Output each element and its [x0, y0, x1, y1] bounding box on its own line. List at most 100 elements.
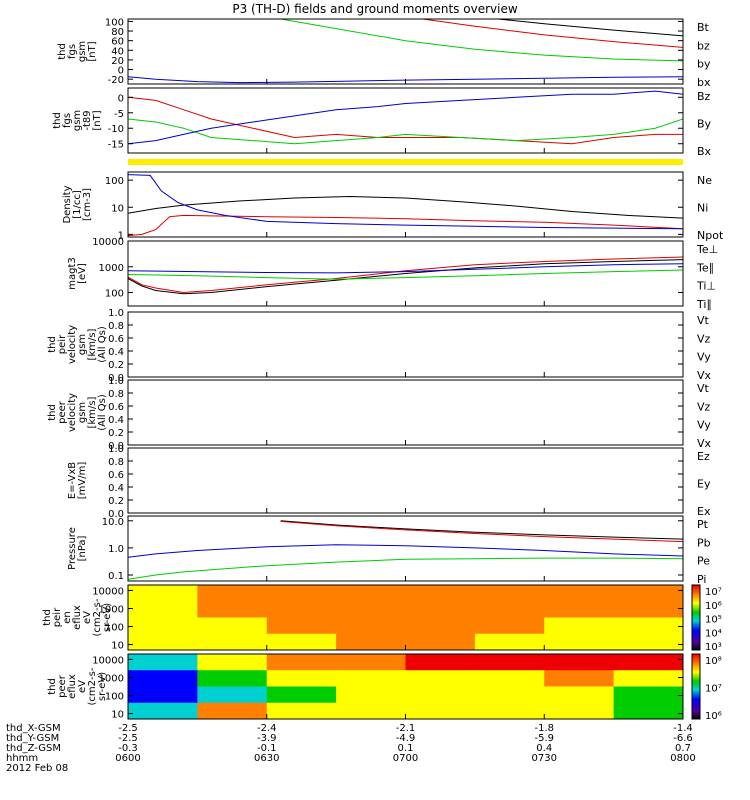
colorbar	[691, 584, 701, 651]
y-axis-label: thdfgsgsm[nT]	[57, 41, 98, 62]
spectrogram-cell	[544, 686, 615, 704]
y-axis-label-line: E=-VxB	[67, 462, 78, 499]
spectrogram-cell	[128, 686, 198, 704]
spectrogram-cell	[197, 601, 268, 618]
y-axis-label-line: peer	[57, 674, 68, 698]
y-axis-label-line: thd	[42, 609, 53, 626]
spectrogram-cell	[474, 601, 545, 618]
y-axis-label: thdpeerefluxeV(cm2-s-sr-eV)	[47, 667, 108, 705]
spectrogram-cell	[336, 633, 406, 651]
spectrogram-cell	[474, 585, 545, 602]
y-axis-label-line: eV	[77, 680, 88, 693]
series-By	[128, 118, 683, 145]
y-tick-label: 0.1	[108, 571, 124, 582]
y-axis-label-line: (cm2-s-	[87, 667, 98, 705]
y-axis-label-line: thd	[52, 112, 63, 129]
y-tick-label: 0.0	[108, 441, 124, 452]
x-row-label: thd_X-GSM	[6, 723, 61, 734]
panel-frame	[127, 379, 684, 446]
y-axis-label-line: velocity	[67, 393, 78, 432]
y-axis-label-line: peir	[57, 334, 68, 354]
x-row-value: 0630	[254, 753, 279, 764]
series-Bx	[128, 90, 683, 145]
spectrogram-cell	[266, 617, 337, 635]
y-axis-label-line: thd	[47, 678, 58, 695]
x-row-value: 0.7	[675, 743, 691, 754]
legend-Ex: Ex	[697, 505, 711, 518]
y-tick-label: 20	[111, 56, 124, 67]
spectrogram-cell	[336, 686, 406, 704]
x-row-value: -5.9	[534, 733, 554, 744]
legend-Vx: Vx	[697, 437, 712, 450]
spectrogram-cell	[128, 633, 198, 651]
y-tick-label: 10.0	[102, 517, 124, 528]
colorbar-tick-label: 10⁶	[705, 601, 722, 612]
x-row-label: thd_Z-GSM	[6, 743, 61, 754]
panel-frame	[127, 447, 684, 514]
x-row-value: 0.1	[398, 743, 414, 754]
y-axis-label-line: sr-eV)	[97, 672, 108, 701]
y-axis-label-line: [nT]	[87, 41, 98, 61]
y-axis-label-line: en	[62, 611, 73, 624]
panel-temperature: 10000 1000 100 magt3[eV] Te⊥ Te∥ Ti⊥ Ti∥	[67, 237, 718, 311]
spectrogram-cell	[336, 702, 406, 720]
y-axis-label-line: eflux	[67, 674, 78, 699]
series-Ni	[128, 195, 683, 219]
y-axis-label: E=-VxB[mV/m]	[67, 462, 88, 500]
y-tick-label: -15	[108, 140, 124, 151]
series-Bt	[493, 19, 683, 37]
y-tick-label: 0.4	[108, 483, 124, 494]
y-tick-label: 0.6	[108, 402, 124, 413]
legend-Vz: Vz	[697, 400, 711, 413]
y-tick-label: 1	[118, 230, 124, 241]
spectrogram-cell	[266, 633, 337, 651]
spectrogram-cell	[336, 654, 406, 671]
y-tick-label: 100	[105, 289, 124, 300]
x-row-value: -2.4	[257, 723, 277, 734]
legend-Vz: Vz	[697, 332, 711, 345]
y-axis-label-line: [cm-3]	[82, 188, 93, 221]
legend-Npot: Npot	[697, 229, 724, 242]
colorbar	[691, 653, 701, 720]
spectrogram-cell	[613, 702, 684, 720]
spectrogram-cell	[128, 601, 198, 618]
x-row-value: -2.1	[396, 723, 416, 734]
spectrogram-cell	[197, 686, 268, 704]
legend-Te∥: Te∥	[696, 261, 714, 274]
y-axis-label-line: [eV]	[77, 263, 88, 284]
y-tick-label: 1.0	[108, 444, 124, 455]
panel-peer_velocity: 1.00.80.60.40.20.0thdpeervelocitygsm[km/…	[47, 376, 712, 452]
spectrogram-cell	[474, 654, 545, 671]
y-tick-label: 0.8	[108, 321, 124, 332]
spectrogram-cell	[266, 686, 337, 704]
y-tick-label: 10000	[92, 237, 124, 248]
y-tick-label: 100	[105, 17, 124, 28]
y-tick-label: 40	[111, 46, 124, 57]
y-tick-label: 0.0	[108, 373, 124, 384]
y-tick-label: -10	[108, 124, 124, 135]
x-row-value: -0.3	[118, 743, 138, 754]
y-axis-label-line: [nPa]	[77, 535, 88, 561]
series-Ti⊥	[128, 263, 683, 274]
spectrogram-cell	[266, 654, 337, 671]
spectrogram-cell	[197, 585, 268, 602]
spectrogram-cell	[544, 670, 615, 687]
x-row-value: -1.4	[673, 723, 693, 734]
spectrogram-cell	[474, 617, 545, 635]
y-axis-label-line: [mV/m]	[77, 462, 88, 500]
panel-density: 100 10 1 Density[1/cc][cm-3] Ne Ni Npot	[62, 171, 724, 242]
x-row-value: 0800	[670, 753, 695, 764]
panel-peir_velocity: 1.00.80.60.40.20.0thdpeirvelocitygsm[km/…	[47, 308, 712, 384]
series-Te∥	[128, 259, 683, 295]
spectrogram-cell	[336, 670, 406, 687]
colorbar-tick-label: 10⁴	[705, 628, 722, 639]
y-tick-label: 100	[105, 176, 124, 187]
legend-Ez: Ez	[697, 450, 710, 463]
date-label: 2012 Feb 08	[6, 763, 68, 774]
y-axis-label-line: fgs	[62, 113, 73, 128]
spectrogram-cell	[405, 617, 476, 635]
spectrogram-cell	[613, 654, 684, 671]
panel-frame	[127, 515, 684, 582]
y-tick-label: 10000	[92, 586, 124, 597]
